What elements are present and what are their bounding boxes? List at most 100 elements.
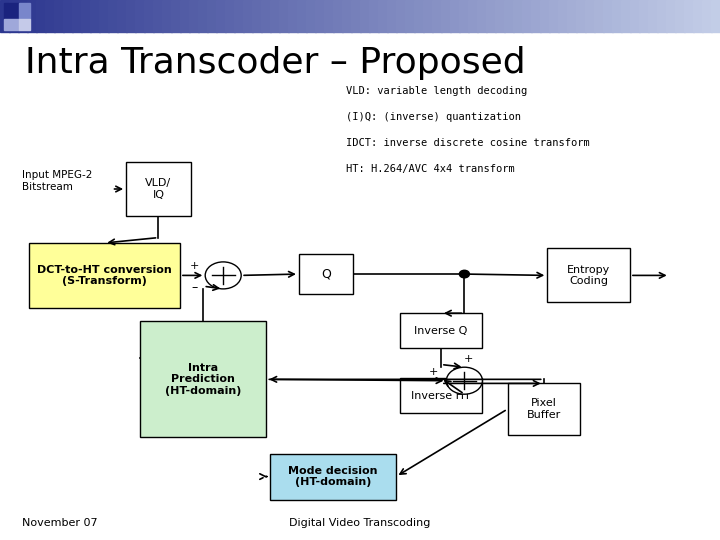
Bar xyxy=(648,0,658,32)
Bar xyxy=(621,0,631,32)
Bar xyxy=(306,0,317,32)
Bar xyxy=(657,0,667,32)
Bar xyxy=(18,0,29,32)
Bar xyxy=(4,3,19,19)
Bar xyxy=(450,0,461,32)
Bar xyxy=(45,0,55,32)
Bar xyxy=(153,0,163,32)
Bar xyxy=(19,3,30,19)
Text: IDCT: inverse discrete cosine transform: IDCT: inverse discrete cosine transform xyxy=(346,138,590,149)
Bar xyxy=(558,0,569,32)
Bar xyxy=(81,0,91,32)
Text: +: + xyxy=(189,261,199,271)
Bar xyxy=(144,0,154,32)
Text: Inverse HT: Inverse HT xyxy=(411,390,471,401)
Circle shape xyxy=(459,270,469,278)
Bar xyxy=(63,0,73,32)
Bar xyxy=(711,0,720,32)
FancyBboxPatch shape xyxy=(508,383,580,435)
Bar xyxy=(90,0,101,32)
Text: HT: H.264/AVC 4x4 transform: HT: H.264/AVC 4x4 transform xyxy=(346,164,514,174)
Bar xyxy=(513,0,523,32)
Bar xyxy=(216,0,226,32)
Bar xyxy=(702,0,712,32)
Text: Intra
Prediction
(HT-domain): Intra Prediction (HT-domain) xyxy=(165,363,242,396)
Bar xyxy=(612,0,622,32)
Bar xyxy=(117,0,127,32)
Bar xyxy=(594,0,604,32)
Text: November 07: November 07 xyxy=(22,518,97,528)
Bar xyxy=(36,0,46,32)
Bar xyxy=(630,0,641,32)
Bar xyxy=(261,0,271,32)
Bar xyxy=(576,0,586,32)
Bar xyxy=(585,0,595,32)
Bar xyxy=(549,0,559,32)
Bar xyxy=(486,0,497,32)
FancyBboxPatch shape xyxy=(547,248,630,302)
Bar xyxy=(297,0,307,32)
Bar xyxy=(684,0,694,32)
FancyBboxPatch shape xyxy=(270,454,396,500)
Bar xyxy=(405,0,415,32)
Bar xyxy=(693,0,703,32)
Bar xyxy=(414,0,424,32)
Bar xyxy=(54,0,65,32)
Text: Input MPEG-2
Bitstream: Input MPEG-2 Bitstream xyxy=(22,170,92,192)
Bar xyxy=(495,0,505,32)
Text: Q: Q xyxy=(321,267,330,281)
Bar xyxy=(342,0,353,32)
Bar xyxy=(378,0,389,32)
Text: Inverse Q: Inverse Q xyxy=(414,326,468,336)
Bar xyxy=(540,0,550,32)
Text: DCT-to-HT conversion
(S-Transform): DCT-to-HT conversion (S-Transform) xyxy=(37,265,172,286)
Bar xyxy=(0,0,11,32)
Text: +: + xyxy=(428,367,438,377)
Text: –: – xyxy=(192,281,197,294)
Bar xyxy=(351,0,361,32)
Bar xyxy=(279,0,289,32)
Bar xyxy=(180,0,190,32)
Circle shape xyxy=(205,262,241,289)
FancyBboxPatch shape xyxy=(126,162,191,216)
Bar xyxy=(198,0,209,32)
Bar xyxy=(396,0,407,32)
Bar xyxy=(243,0,253,32)
Bar xyxy=(477,0,487,32)
Text: VLD/
IQ: VLD/ IQ xyxy=(145,178,171,200)
Text: Mode decision
(HT-domain): Mode decision (HT-domain) xyxy=(288,465,378,487)
Bar xyxy=(126,0,137,32)
Bar xyxy=(423,0,433,32)
Text: Pixel
Buffer: Pixel Buffer xyxy=(526,399,561,420)
Bar xyxy=(270,0,281,32)
Bar xyxy=(189,0,199,32)
Circle shape xyxy=(446,367,482,394)
Bar xyxy=(504,0,514,32)
Bar xyxy=(324,0,334,32)
FancyBboxPatch shape xyxy=(140,321,266,437)
Bar xyxy=(531,0,541,32)
Bar xyxy=(441,0,451,32)
Bar xyxy=(72,0,82,32)
Bar xyxy=(522,0,532,32)
Text: Digital Video Transcoding: Digital Video Transcoding xyxy=(289,518,431,528)
Bar xyxy=(19,19,30,30)
Bar xyxy=(360,0,370,32)
FancyBboxPatch shape xyxy=(299,254,353,294)
FancyBboxPatch shape xyxy=(29,243,180,308)
Text: Entropy
Coding: Entropy Coding xyxy=(567,265,611,286)
Bar xyxy=(432,0,442,32)
Bar xyxy=(666,0,677,32)
Text: VLD: variable length decoding: VLD: variable length decoding xyxy=(346,86,527,97)
Bar xyxy=(333,0,343,32)
Bar xyxy=(252,0,262,32)
Bar xyxy=(288,0,299,32)
Bar xyxy=(225,0,235,32)
Bar xyxy=(315,0,325,32)
Bar xyxy=(135,0,145,32)
Bar xyxy=(387,0,397,32)
Bar xyxy=(171,0,181,32)
Bar xyxy=(108,0,119,32)
FancyBboxPatch shape xyxy=(400,378,482,413)
Bar xyxy=(603,0,613,32)
